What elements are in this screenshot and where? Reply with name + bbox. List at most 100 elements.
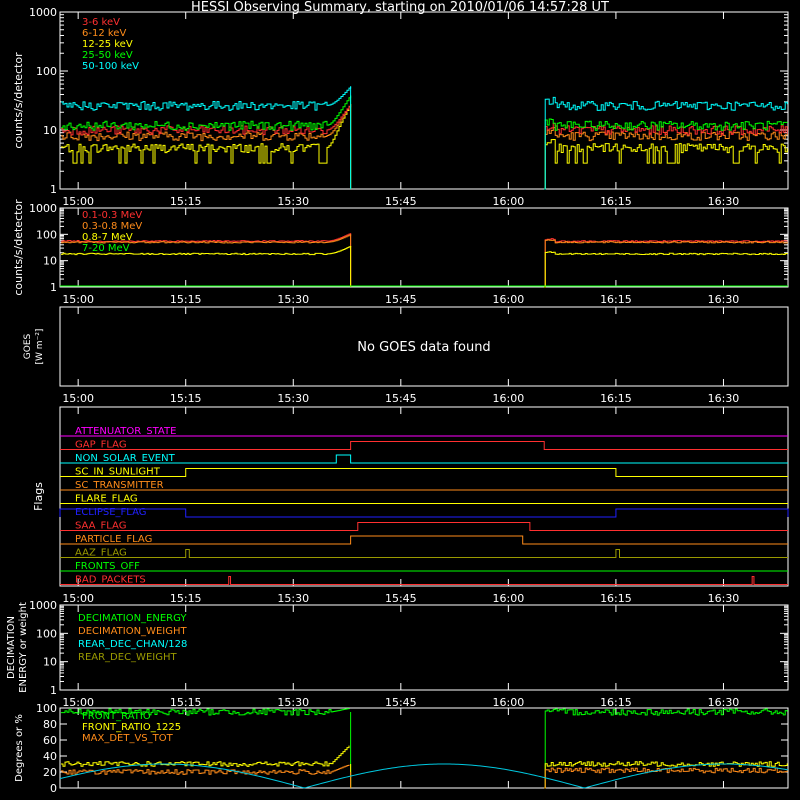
legend-entry: 3-6 keV — [82, 17, 120, 28]
no-data-message: No GOES data found — [357, 340, 490, 355]
legend-entry: FRONT_RATIO_1225 — [82, 722, 181, 733]
x-tick-label: 16:15 — [600, 195, 632, 208]
x-tick-label: 15:30 — [277, 293, 309, 306]
y-tick-label: 1 — [50, 684, 57, 697]
flag-label: NON_SOLAR_EVENT — [75, 453, 176, 464]
legend-entry: REAR_DEC_CHAN/128 — [78, 639, 187, 650]
x-tick-label: 15:45 — [385, 392, 417, 405]
x-tick-label: 15:45 — [385, 592, 417, 605]
x-tick-label: 15:30 — [277, 696, 309, 709]
x-tick-label: 16:15 — [600, 392, 632, 405]
chart-title: HESSI Observing Summary, starting on 201… — [191, 0, 609, 15]
legend-entry: FRONT_RATIO — [82, 711, 151, 722]
flag-line — [60, 576, 788, 585]
series-line — [61, 764, 350, 775]
legend-entry: REAR_DEC_WEIGHT — [78, 652, 177, 663]
flag-line — [60, 454, 788, 464]
series-line — [544, 127, 788, 190]
x-tick-label: 15:30 — [277, 195, 309, 208]
y-tick-label: 1 — [50, 281, 57, 294]
x-tick-label: 16:30 — [708, 195, 740, 208]
legend-entry: 25-50 keV — [82, 50, 133, 61]
y-tick-label: 80 — [43, 718, 57, 731]
panel-frame — [59, 207, 789, 288]
legend-entry: 7-20 MeV — [82, 243, 130, 254]
series-line — [544, 96, 788, 190]
y-axis-label: GOES — [23, 333, 33, 359]
y-tick-label: 1000 — [29, 6, 57, 19]
series-line — [544, 761, 788, 789]
y-tick-label: 1000 — [29, 202, 57, 215]
x-tick-label: 15:00 — [62, 696, 94, 709]
legend-entry: DECIMATION_WEIGHT — [78, 626, 187, 637]
legend-entry: 0.1-0.3 MeV — [82, 210, 142, 221]
x-tick-label: 16:15 — [600, 293, 632, 306]
series-line — [544, 708, 788, 789]
x-tick-label: 15:15 — [170, 696, 202, 709]
x-tick-label: 16:00 — [493, 696, 525, 709]
y-axis-label: counts/s/detector — [12, 52, 25, 149]
y-tick-label: 40 — [43, 750, 57, 763]
series-line — [544, 251, 788, 288]
flag-line — [60, 522, 788, 531]
series-line — [544, 118, 788, 190]
panel-frame — [59, 707, 789, 789]
x-tick-label: 15:30 — [277, 392, 309, 405]
panel-frame — [59, 604, 789, 691]
flag-line — [60, 441, 788, 450]
x-tick-label: 16:30 — [708, 392, 740, 405]
flag-label: ECLIPSE_FLAG — [75, 507, 146, 518]
x-tick-label: 15:15 — [170, 293, 202, 306]
x-tick-label: 15:45 — [385, 696, 417, 709]
x-tick-label: 15:45 — [385, 293, 417, 306]
series-line — [61, 234, 352, 244]
y-axis-label: Degrees or % — [14, 714, 25, 782]
legend-entry: 12-25 keV — [82, 39, 133, 50]
panel-frame — [59, 11, 789, 190]
series-line — [544, 138, 788, 190]
series-line — [544, 767, 788, 789]
y-tick-label: 100 — [36, 702, 57, 715]
x-tick-label: 15:00 — [62, 592, 94, 605]
x-tick-label: 15:00 — [62, 293, 94, 306]
x-tick-label: 16:00 — [493, 392, 525, 405]
x-tick-label: 15:00 — [62, 195, 94, 208]
flag-label: GAP_FLAG — [75, 440, 127, 451]
x-tick-label: 15:15 — [170, 592, 202, 605]
x-tick-label: 15:00 — [62, 392, 94, 405]
y-tick-label: 10 — [43, 255, 57, 268]
y-tick-label: 1000 — [29, 599, 57, 612]
x-tick-label: 16:00 — [493, 195, 525, 208]
x-tick-label: 16:15 — [600, 592, 632, 605]
y-tick-label: 1 — [50, 183, 57, 196]
y-tick-label: 0 — [50, 782, 57, 795]
legend-entry: 0.3-0.8 MeV — [82, 221, 142, 232]
x-tick-label: 15:15 — [170, 392, 202, 405]
x-tick-label: 16:00 — [493, 592, 525, 605]
y-tick-label: 100 — [36, 627, 57, 640]
y-axis-label: DECIMATION — [6, 616, 17, 679]
legend-entry: DECIMATION_ENERGY — [78, 613, 187, 624]
flag-label: FRONTS_OFF — [75, 561, 140, 572]
y-axis-label: Flags — [32, 482, 45, 511]
series-line — [61, 104, 352, 142]
flag-label: SAA_FLAG — [75, 521, 126, 532]
series-line — [61, 246, 352, 256]
flag-label: SC_IN_SUNLIGHT — [75, 467, 161, 478]
series-line — [61, 86, 352, 111]
y-tick-label: 20 — [43, 766, 57, 779]
angle-line — [59, 763, 789, 789]
flag-label: ATTENUATOR_STATE — [75, 426, 176, 437]
flag-line — [59, 508, 789, 518]
legend-entry: 6-12 keV — [82, 28, 126, 39]
flag-label: AAZ_FLAG — [75, 548, 127, 559]
y-axis-label: ENERGY or weight — [18, 602, 29, 693]
x-tick-label: 16:30 — [708, 592, 740, 605]
series-line — [61, 708, 350, 716]
y-axis-label: counts/s/detector — [12, 199, 25, 296]
y-tick-label: 10 — [43, 656, 57, 669]
series-line — [61, 104, 352, 164]
flag-label: FLARE_FLAG — [75, 494, 138, 505]
x-tick-label: 15:30 — [277, 592, 309, 605]
